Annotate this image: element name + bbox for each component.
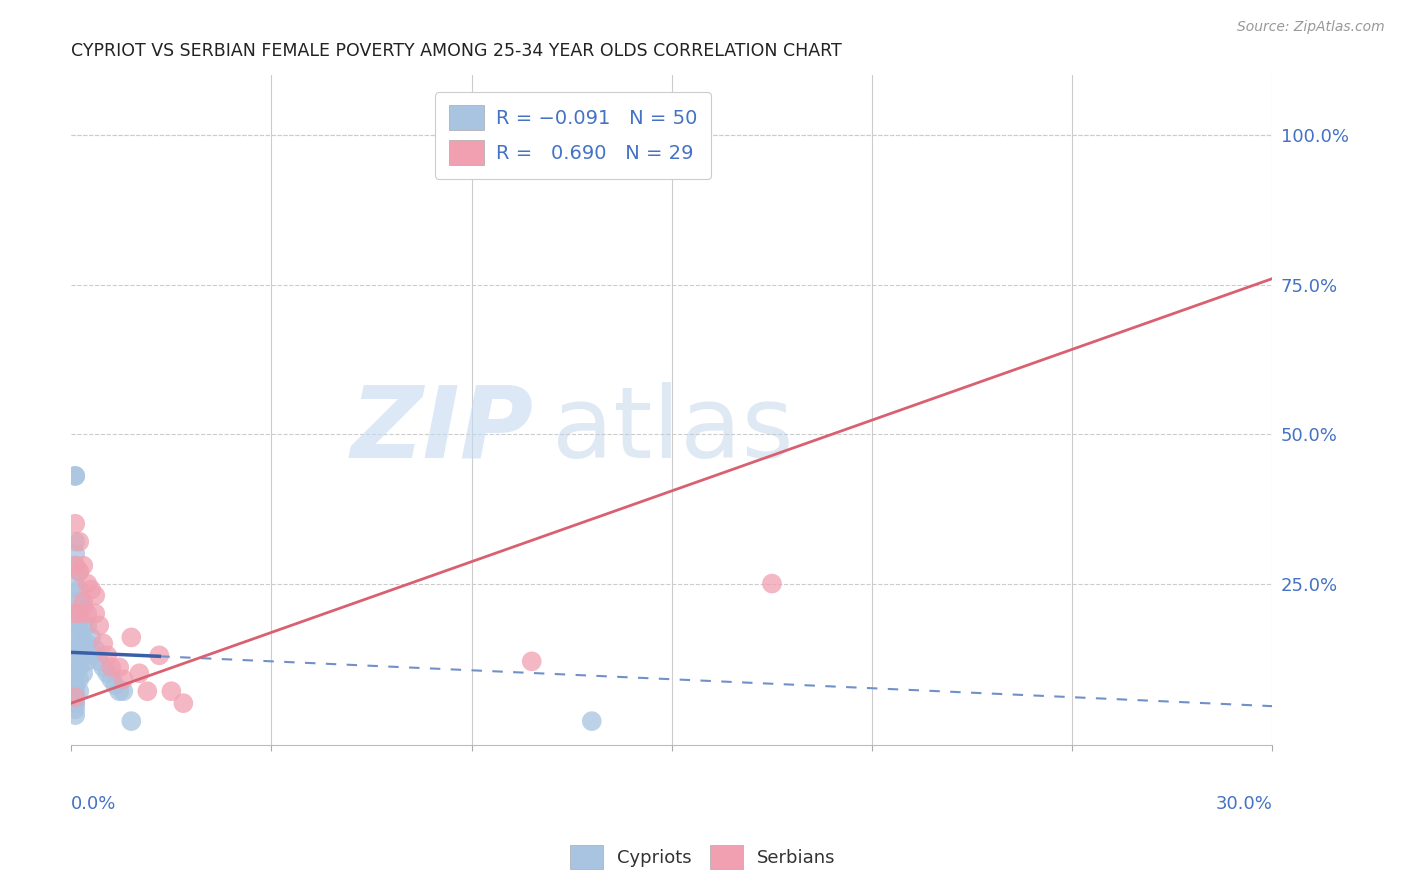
Point [67,624,90,639]
Point [112,673,135,687]
Point [72,618,94,632]
Point [65,696,87,710]
Point [72,648,94,663]
Point [65,607,87,621]
Text: ZIP: ZIP [350,382,534,479]
Point [67,607,90,621]
Point [160,684,183,698]
Point [136,684,159,698]
Point [128,666,150,681]
Text: atlas: atlas [551,382,793,479]
Point [65,558,87,573]
Point [65,666,87,681]
Point [84,589,107,603]
Point [67,594,90,608]
Text: CYPRIOT VS SERBIAN FEMALE POVERTY AMONG 25-34 YEAR OLDS CORRELATION CHART: CYPRIOT VS SERBIAN FEMALE POVERTY AMONG … [72,42,842,60]
Legend: Cypriots, Serbians: Cypriots, Serbians [564,838,842,876]
Text: Source: ZipAtlas.com: Source: ZipAtlas.com [1237,20,1385,34]
Point [84,642,107,657]
Point [67,534,90,549]
Point [65,696,87,710]
Point [65,516,87,531]
Point [581,714,603,728]
Point [67,565,90,579]
Point [67,648,90,663]
Point [72,558,94,573]
Point [65,469,87,483]
Point [84,607,107,621]
Point [80,648,103,663]
Text: 30.0%: 30.0% [1216,796,1272,814]
Point [65,708,87,723]
Point [65,654,87,668]
Point [65,618,87,632]
Point [67,673,90,687]
Point [65,690,87,705]
Point [65,469,87,483]
Point [80,582,103,597]
Legend: R = −0.091   N = 50, R =   0.690   N = 29: R = −0.091 N = 50, R = 0.690 N = 29 [436,92,710,178]
Point [72,636,94,650]
Point [65,594,87,608]
Point [72,666,94,681]
Point [76,576,98,591]
Point [100,673,122,687]
Point [80,631,103,645]
Point [67,684,90,698]
Point [172,696,194,710]
Point [72,594,94,608]
Point [67,565,90,579]
Point [148,648,170,663]
Point [120,631,142,645]
Point [120,714,142,728]
Point [76,654,98,668]
Point [641,128,664,142]
Point [89,618,111,632]
Point [112,684,135,698]
Text: 0.0%: 0.0% [72,796,117,814]
Point [91,636,114,650]
Point [65,690,87,705]
Point [65,642,87,657]
Point [67,612,90,626]
Point [67,582,90,597]
Point [76,636,98,650]
Point [100,660,122,674]
Point [96,648,118,663]
Point [108,660,131,674]
Point [65,684,87,698]
Point [65,702,87,716]
Point [91,660,114,674]
Point [761,576,783,591]
Point [76,607,98,621]
Point [65,678,87,692]
Point [104,678,127,692]
Point [72,600,94,615]
Point [65,576,87,591]
Point [65,558,87,573]
Point [76,618,98,632]
Point [65,631,87,645]
Point [65,534,87,549]
Point [67,636,90,650]
Point [108,684,131,698]
Point [96,666,118,681]
Point [65,607,87,621]
Point [65,547,87,561]
Point [67,660,90,674]
Point [520,654,543,668]
Point [89,654,111,668]
